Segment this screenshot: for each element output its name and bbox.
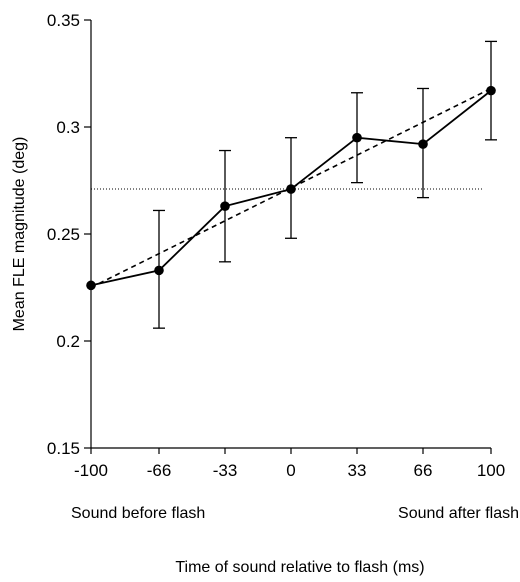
x-tick-label: -100 [74,461,108,480]
data-point [418,139,428,149]
data-point [86,280,96,291]
x-axis-title: Time of sound relative to flash (ms) [175,559,424,576]
x-tick-label: -33 [213,461,238,480]
annotation-sound-before-flash: Sound before flash [71,505,205,522]
x-axis: -100 -66 -33 0 33 66 100 [74,447,505,480]
y-axis-title: Mean FLE magnitude (deg) [11,137,28,332]
y-tick-label: 0.2 [56,332,80,351]
plot-area [86,40,497,329]
x-tick-label: 0 [286,461,295,480]
x-tick-label: 66 [414,461,433,480]
data-point [352,132,362,143]
x-tick-label: -66 [147,461,172,480]
data-point [220,201,230,211]
y-axis: 0.15 0.2 0.25 0.3 0.35 [47,11,92,458]
data-point [154,265,164,276]
fit-line [90,87,492,289]
data-point [486,85,496,96]
annotation-sound-after-flash: Sound after flash [398,505,519,522]
y-tick-label: 0.25 [47,225,80,244]
x-tick-label: 100 [477,461,505,480]
data-point [286,184,296,194]
y-tick-label: 0.15 [47,439,80,458]
y-tick-label: 0.3 [56,118,80,137]
y-tick-label: 0.35 [47,11,80,30]
x-tick-label: 33 [348,461,367,480]
